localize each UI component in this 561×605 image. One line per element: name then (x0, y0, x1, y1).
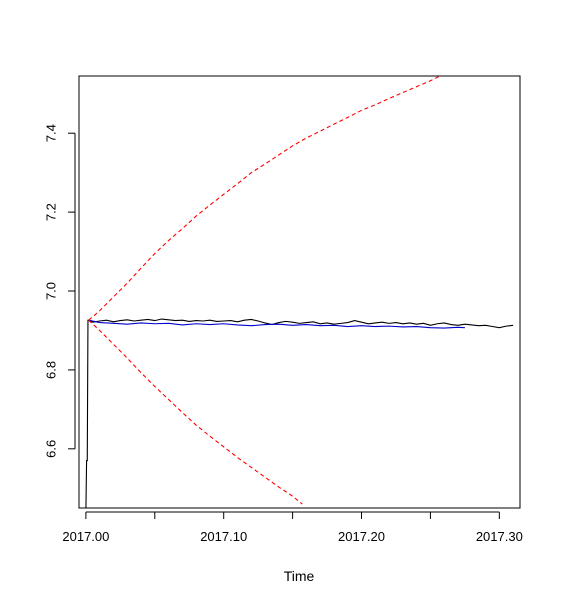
series-layer (85, 76, 514, 508)
x-axis-title: Time (284, 568, 315, 584)
y-tick-label: 7.2 (43, 203, 58, 221)
y-axis: 6.6 6.8 7.0 7.2 7.4 (43, 124, 76, 458)
y-tick-label: 6.8 (43, 361, 58, 379)
x-tick-label: 2017.10 (200, 529, 247, 544)
series-line-1 (88, 319, 465, 329)
x-tick-label: 2017.00 (62, 529, 109, 544)
x-axis: 2017.00 2017.10 2017.20 2017.30 (62, 511, 523, 544)
series-line-2 (88, 76, 441, 321)
series-line-3 (88, 319, 303, 505)
y-tick-label: 7.4 (43, 124, 58, 142)
x-tick-label: 2017.20 (338, 529, 385, 544)
x-tick-label: 2017.30 (476, 529, 523, 544)
y-tick-label: 6.6 (43, 440, 58, 458)
series-line-0 (85, 318, 514, 508)
y-tick-label: 7.0 (43, 282, 58, 300)
plot-border (78, 75, 521, 509)
